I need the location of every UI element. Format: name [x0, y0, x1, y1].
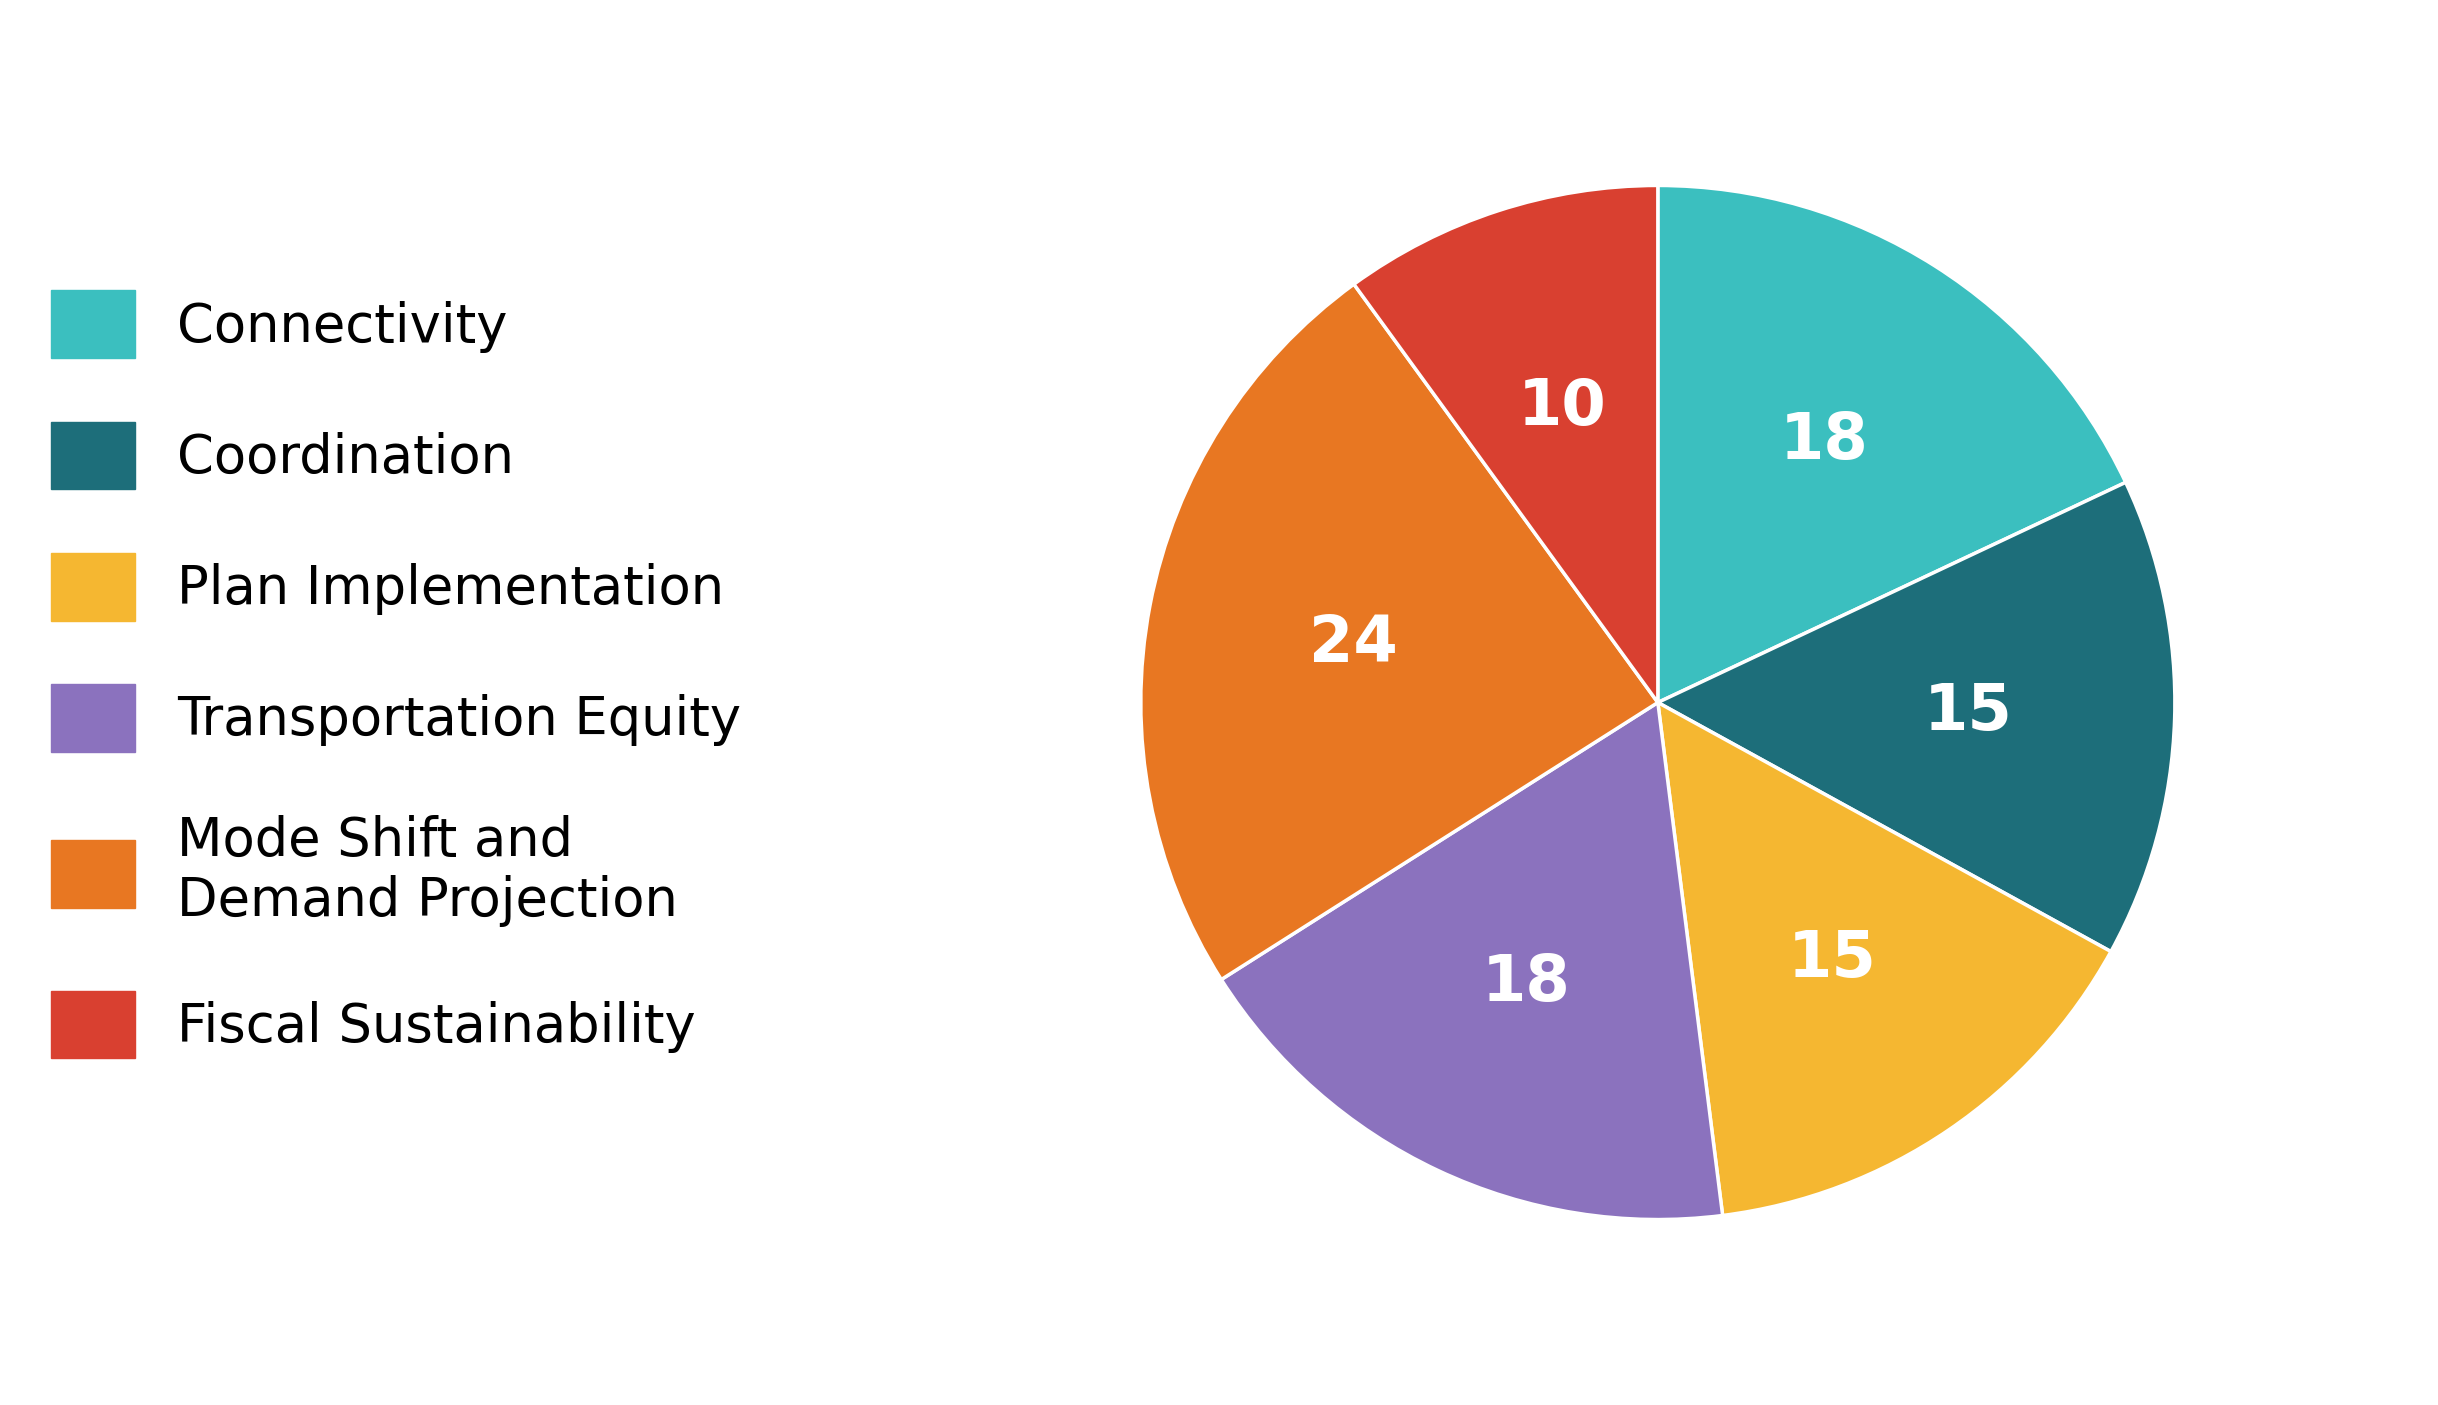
Wedge shape: [1141, 284, 1658, 979]
Wedge shape: [1658, 702, 2111, 1215]
Legend: Connectivity, Coordination, Plan Implementation, Transportation Equity, Mode Shi: Connectivity, Coordination, Plan Impleme…: [51, 291, 741, 1058]
Wedge shape: [1658, 185, 2126, 702]
Text: 24: 24: [1309, 614, 1397, 676]
Wedge shape: [1221, 702, 1724, 1220]
Text: 10: 10: [1516, 377, 1607, 438]
Wedge shape: [1353, 185, 1658, 702]
Text: 18: 18: [1482, 953, 1570, 1014]
Text: 15: 15: [1924, 681, 2011, 743]
Text: 15: 15: [1787, 929, 1877, 991]
Wedge shape: [1658, 482, 2175, 951]
Text: 18: 18: [1780, 410, 1868, 472]
